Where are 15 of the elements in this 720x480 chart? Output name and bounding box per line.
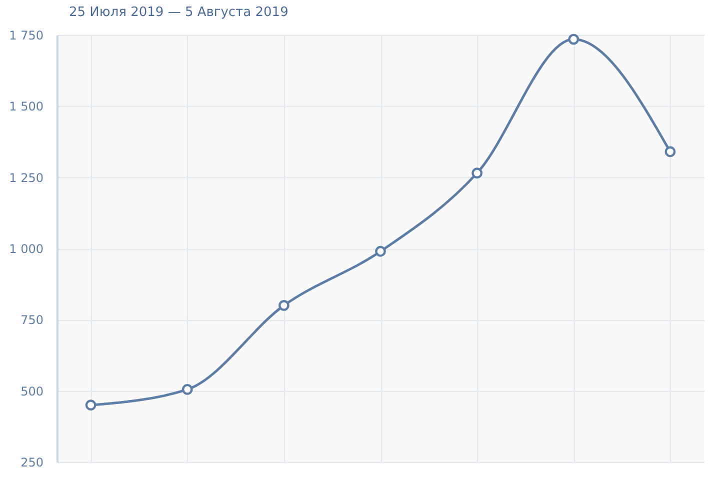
- chart-title: 25 Июля 2019 — 5 Августа 2019: [69, 5, 288, 20]
- y-tick-label: 1 750: [9, 28, 44, 42]
- point: [375, 246, 386, 257]
- y-tick-label: 1 000: [9, 242, 44, 256]
- point: [182, 384, 193, 395]
- y-tick-label: 500: [20, 384, 44, 398]
- y-tick-label: 750: [20, 313, 44, 328]
- y-tick-label: 1 500: [9, 100, 44, 114]
- point: [278, 300, 290, 311]
- point: [568, 34, 580, 45]
- y-tick-label: 1 250: [9, 170, 44, 185]
- point: [664, 146, 676, 158]
- point: [472, 168, 482, 178]
- y-tick-label: 250: [20, 456, 44, 470]
- point: [85, 400, 96, 410]
